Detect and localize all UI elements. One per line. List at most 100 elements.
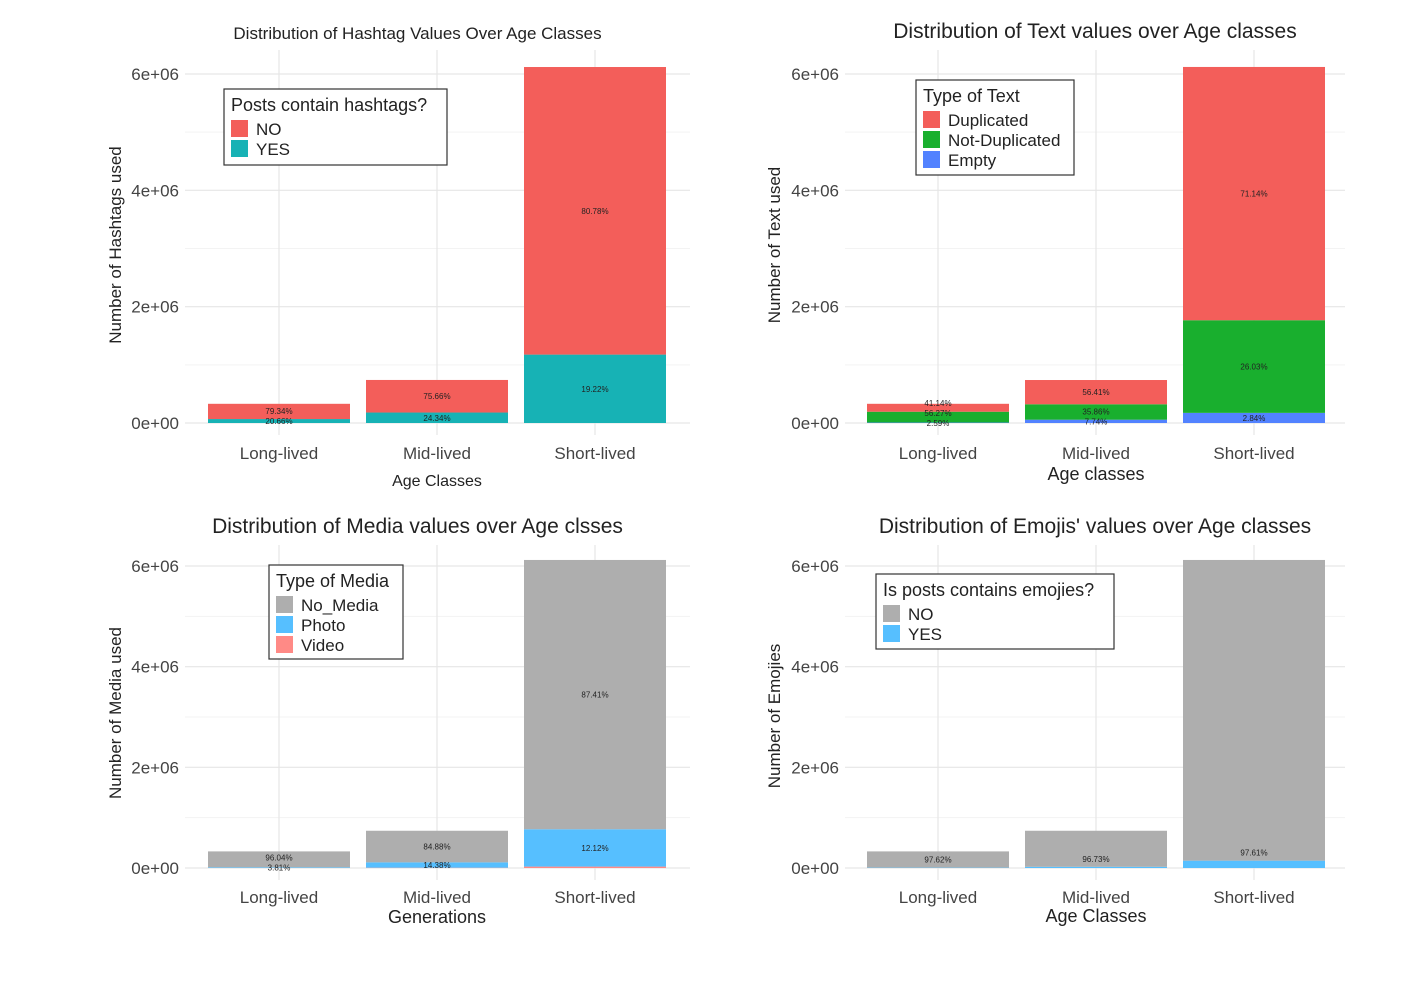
legend-swatch xyxy=(923,151,940,168)
y-axis-label: Number of Hashtags used xyxy=(106,146,125,344)
data-label: 71.14% xyxy=(1240,190,1267,199)
x-tick-label: Long-lived xyxy=(240,888,318,907)
data-label: 41.14% xyxy=(924,399,951,408)
bar-segment-yes xyxy=(1183,861,1325,868)
legend-item-label: YES xyxy=(908,625,942,644)
bar-segment-no xyxy=(1183,560,1325,861)
x-tick-label: Short-lived xyxy=(1213,444,1294,463)
legend-item-label: No_Media xyxy=(301,596,379,615)
legend-title: Type of Text xyxy=(923,86,1020,106)
y-tick-label: 4e+06 xyxy=(131,658,179,677)
y-tick-label: 6e+06 xyxy=(131,557,179,576)
y-tick-label: 0e+00 xyxy=(791,859,839,878)
chart-panel-3: 0e+00 2e+06 4e+06 6e+06 Long-lived Mid-lived S… xyxy=(106,515,690,927)
x-axis-label: Age Classes xyxy=(392,473,482,490)
data-label: 80.78% xyxy=(581,207,608,216)
data-label: 96.73% xyxy=(1082,855,1109,864)
legend-item-label: NO xyxy=(908,605,934,624)
y-axis-label: Number of Media used xyxy=(106,627,125,799)
y-tick-label: 4e+06 xyxy=(131,181,179,200)
data-label: 2.84% xyxy=(1243,414,1266,423)
data-label: 3.81% xyxy=(268,864,291,873)
legend: Type of Text DuplicatedNot-DuplicatedEmpt… xyxy=(916,80,1074,175)
chart-panel-2: 0e+00 2e+06 4e+06 6e+06 Long-lived Mid-lived S… xyxy=(765,20,1345,484)
x-tick-label: Short-lived xyxy=(1213,888,1294,907)
legend-item-label: Photo xyxy=(301,616,345,635)
y-tick-label: 6e+06 xyxy=(791,557,839,576)
data-label: 87.41% xyxy=(581,691,608,700)
data-label: 14.38% xyxy=(423,861,450,870)
x-tick-label: Mid-lived xyxy=(1062,888,1130,907)
data-label: 2.59% xyxy=(927,419,950,428)
bar-segment-video xyxy=(524,867,666,868)
legend-item-label: YES xyxy=(256,140,290,159)
chart-panel-4: 0e+00 2e+06 4e+06 6e+06 Long-lived Mid-lived S… xyxy=(765,515,1345,926)
data-label: 97.61% xyxy=(1240,849,1267,858)
data-label: 56.27% xyxy=(924,409,951,418)
data-label: 12.12% xyxy=(581,844,608,853)
data-label: 79.34% xyxy=(265,407,292,416)
chart-title: Distribution of Emojis' values over Age … xyxy=(879,515,1311,538)
x-tick-label: Long-lived xyxy=(899,888,977,907)
y-axis-label: Number of Emojies xyxy=(765,644,784,789)
x-tick-label: Mid-lived xyxy=(1062,444,1130,463)
y-tick-label: 0e+00 xyxy=(131,859,179,878)
legend-swatch xyxy=(923,111,940,128)
y-tick-label: 2e+06 xyxy=(131,758,179,777)
x-axis-label: Age Classes xyxy=(1045,906,1146,926)
chart-title: Distribution of Hashtag Values Over Age … xyxy=(233,24,601,43)
x-tick-label: Long-lived xyxy=(899,444,977,463)
x-axis-label: Generations xyxy=(388,907,486,927)
data-label: 97.62% xyxy=(924,856,951,865)
legend-swatch xyxy=(276,616,293,633)
y-tick-label: 2e+06 xyxy=(791,298,839,317)
legend-item-label: NO xyxy=(256,120,282,139)
data-label: 96.04% xyxy=(265,854,292,863)
legend-swatch xyxy=(923,131,940,148)
legend-swatch xyxy=(276,596,293,613)
data-label: 84.88% xyxy=(423,843,450,852)
x-tick-label: Short-lived xyxy=(554,444,635,463)
x-axis-label: Age classes xyxy=(1047,464,1144,484)
legend-item-label: Empty xyxy=(948,151,997,170)
legend-item-label: Not-Duplicated xyxy=(948,131,1060,150)
chart-title: Distribution of Text values over Age cla… xyxy=(893,20,1296,43)
y-tick-label: 6e+06 xyxy=(791,65,839,84)
data-label: 19.22% xyxy=(581,385,608,394)
legend-item-label: Duplicated xyxy=(948,111,1028,130)
x-tick-label: Mid-lived xyxy=(403,888,471,907)
chart-title: Distribution of Media values over Age cl… xyxy=(212,515,623,538)
chart-panel-1: 0e+00 2e+06 4e+06 6e+06 Long-lived Mid-lived S… xyxy=(106,24,690,490)
y-tick-label: 0e+00 xyxy=(131,414,179,433)
x-tick-label: Long-lived xyxy=(240,444,318,463)
data-label: 24.34% xyxy=(423,414,450,423)
legend-swatch xyxy=(883,605,900,622)
y-tick-label: 0e+00 xyxy=(791,414,839,433)
data-label: 20.66% xyxy=(265,417,292,426)
legend-title: Posts contain hashtags? xyxy=(231,95,427,115)
x-tick-label: Short-lived xyxy=(554,888,635,907)
bar-segment-yes xyxy=(1025,867,1167,868)
legend-item-label: Video xyxy=(301,636,344,655)
legend-swatch xyxy=(276,636,293,653)
data-label: 75.66% xyxy=(423,392,450,401)
legend-swatch xyxy=(883,625,900,642)
x-tick-label: Mid-lived xyxy=(403,444,471,463)
data-label: 26.03% xyxy=(1240,363,1267,372)
y-tick-label: 6e+06 xyxy=(131,65,179,84)
y-tick-label: 4e+06 xyxy=(791,181,839,200)
legend-swatch xyxy=(231,140,248,157)
legend-title: Is posts contains emojies? xyxy=(883,580,1094,600)
legend-swatch xyxy=(231,120,248,137)
y-tick-label: 4e+06 xyxy=(791,658,839,677)
y-tick-label: 2e+06 xyxy=(791,758,839,777)
data-label: 7.74% xyxy=(1085,417,1108,426)
legend-title: Type of Media xyxy=(276,571,390,591)
data-label: 35.86% xyxy=(1082,407,1109,416)
y-tick-label: 2e+06 xyxy=(131,298,179,317)
data-label: 56.41% xyxy=(1082,388,1109,397)
